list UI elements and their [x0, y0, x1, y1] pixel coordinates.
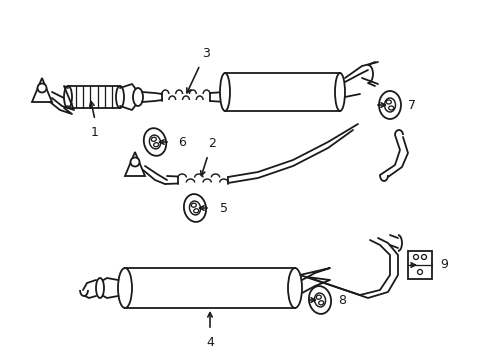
Ellipse shape — [384, 98, 395, 112]
Ellipse shape — [191, 203, 196, 207]
Ellipse shape — [143, 128, 166, 156]
Ellipse shape — [183, 194, 205, 222]
Text: 5: 5 — [220, 202, 227, 215]
Text: 8: 8 — [337, 293, 346, 306]
Text: 7: 7 — [407, 99, 415, 112]
Ellipse shape — [386, 100, 390, 104]
Ellipse shape — [287, 268, 302, 308]
Ellipse shape — [388, 106, 393, 110]
Ellipse shape — [189, 201, 200, 215]
Bar — [125, 268, 294, 308]
Text: 3: 3 — [202, 47, 209, 60]
Text: 4: 4 — [205, 336, 214, 349]
Ellipse shape — [116, 86, 124, 108]
Text: 1: 1 — [91, 126, 99, 139]
Ellipse shape — [153, 143, 158, 147]
Ellipse shape — [308, 286, 330, 314]
Ellipse shape — [64, 86, 72, 108]
Ellipse shape — [151, 137, 156, 141]
Bar — [224, 73, 339, 111]
Text: 2: 2 — [207, 137, 216, 150]
Ellipse shape — [334, 73, 345, 111]
Ellipse shape — [149, 135, 160, 149]
Ellipse shape — [118, 268, 132, 308]
Ellipse shape — [96, 278, 104, 298]
Ellipse shape — [130, 158, 139, 166]
Ellipse shape — [193, 209, 198, 213]
Ellipse shape — [318, 301, 323, 305]
Ellipse shape — [316, 295, 321, 299]
Ellipse shape — [421, 255, 426, 260]
Ellipse shape — [417, 270, 422, 275]
Bar — [407, 251, 431, 279]
Ellipse shape — [220, 73, 229, 111]
Ellipse shape — [378, 91, 400, 119]
Ellipse shape — [413, 255, 418, 260]
Ellipse shape — [133, 88, 142, 106]
Ellipse shape — [38, 84, 46, 93]
Ellipse shape — [314, 293, 325, 307]
Text: 9: 9 — [439, 258, 447, 271]
Text: 6: 6 — [178, 135, 185, 149]
